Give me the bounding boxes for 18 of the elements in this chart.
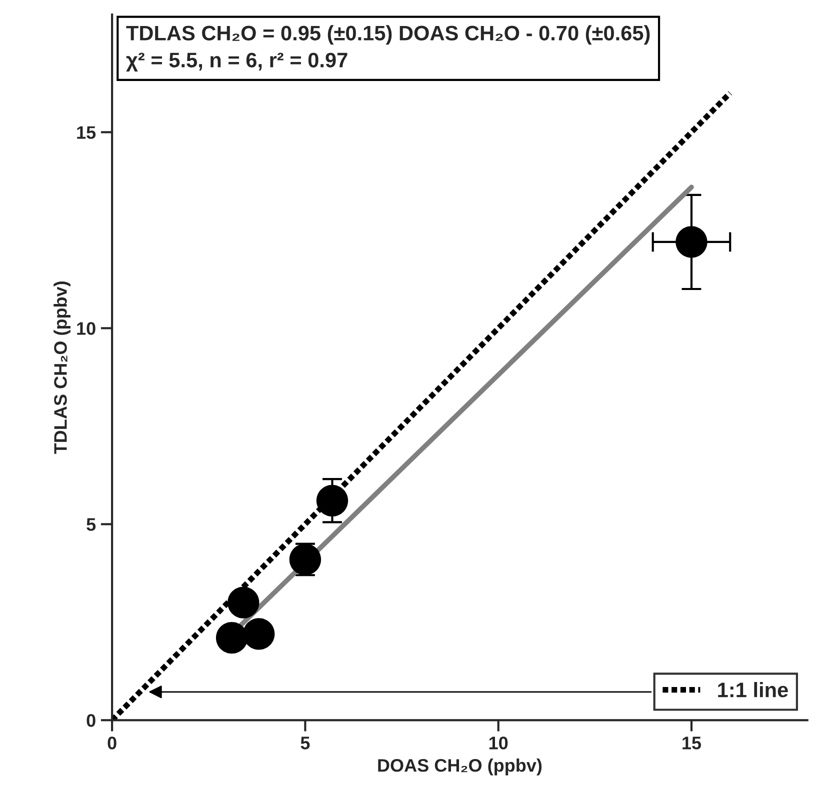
x-tick-label: 0 [108,736,116,750]
annotation: χ² = 5.5, n = 6, r² = 0.97 [126,52,348,72]
x-tick-label: 15 [682,736,702,750]
y-tick-label: 15 [77,126,96,139]
point [676,226,708,258]
point [243,618,275,650]
y-axis-title: TDLAS CH₂O (ppbv) [54,282,70,454]
point [216,622,248,654]
x-axis-title: DOAS CH₂O (ppbv) [378,758,542,776]
point [289,544,322,576]
legend-label: 1:1 line [718,682,788,698]
point [228,586,260,618]
y-tick-label: 10 [77,322,96,335]
annotation: TDLAS CH₂O = 0.95 (±0.15) DOAS CH₂O - 0.70 (±0.65) [126,25,650,45]
y-tick-label: 0 [86,714,96,727]
x-tick-label: 10 [489,736,508,750]
x-tick-label: 5 [300,736,310,750]
y-tick-label: 5 [86,518,96,531]
